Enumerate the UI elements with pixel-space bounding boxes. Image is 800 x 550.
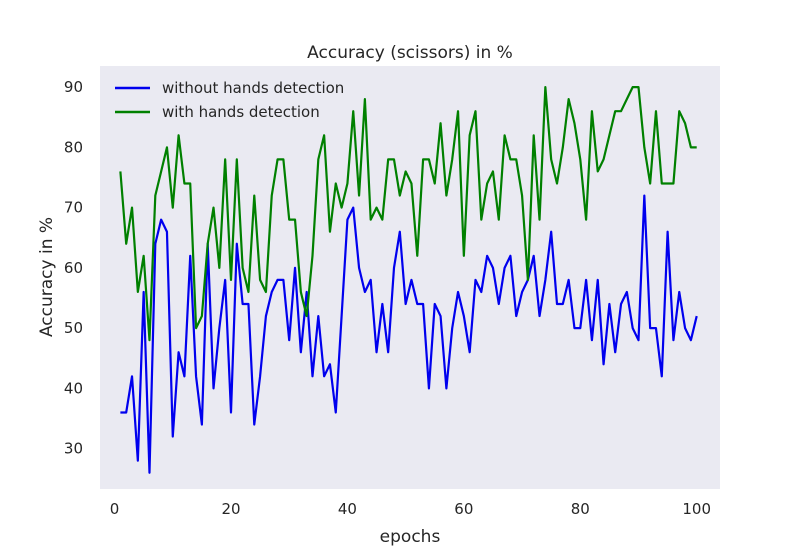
- x-axis-label: epochs: [380, 527, 441, 547]
- y-tick-label: 90: [64, 78, 83, 96]
- y-tick-label: 70: [64, 199, 83, 217]
- x-tick-label: 80: [571, 500, 590, 518]
- legend-label-with-hands-detection: with hands detection: [162, 103, 320, 121]
- y-tick-label: 50: [64, 319, 83, 337]
- legend-label-without-hands-detection: without hands detection: [162, 79, 344, 97]
- legend: without hands detection with hands detec…: [115, 79, 344, 121]
- series-layer: [119, 85, 698, 474]
- x-tick-label: 60: [454, 500, 473, 518]
- y-tick-label: 30: [64, 440, 83, 458]
- x-tick-label: 20: [221, 500, 240, 518]
- y-axis-label: Accuracy in %: [37, 217, 57, 337]
- y-tick-label: 40: [64, 379, 83, 397]
- y-tick-labels: 30 40 50 60 70 80 90: [64, 78, 83, 458]
- series-line-without-hands-detection: [120, 194, 698, 474]
- plot-background: [100, 66, 720, 489]
- y-tick-label: 60: [64, 259, 83, 277]
- x-tick-label: 0: [110, 500, 120, 518]
- x-tick-labels: 0 20 40 60 80 100: [110, 500, 711, 518]
- y-tick-label: 80: [64, 138, 83, 156]
- x-tick-label: 40: [338, 500, 357, 518]
- series-line-with-hands-detection: [119, 85, 697, 342]
- x-tick-label: 100: [682, 500, 711, 518]
- chart-title: Accuracy (scissors) in %: [307, 43, 513, 63]
